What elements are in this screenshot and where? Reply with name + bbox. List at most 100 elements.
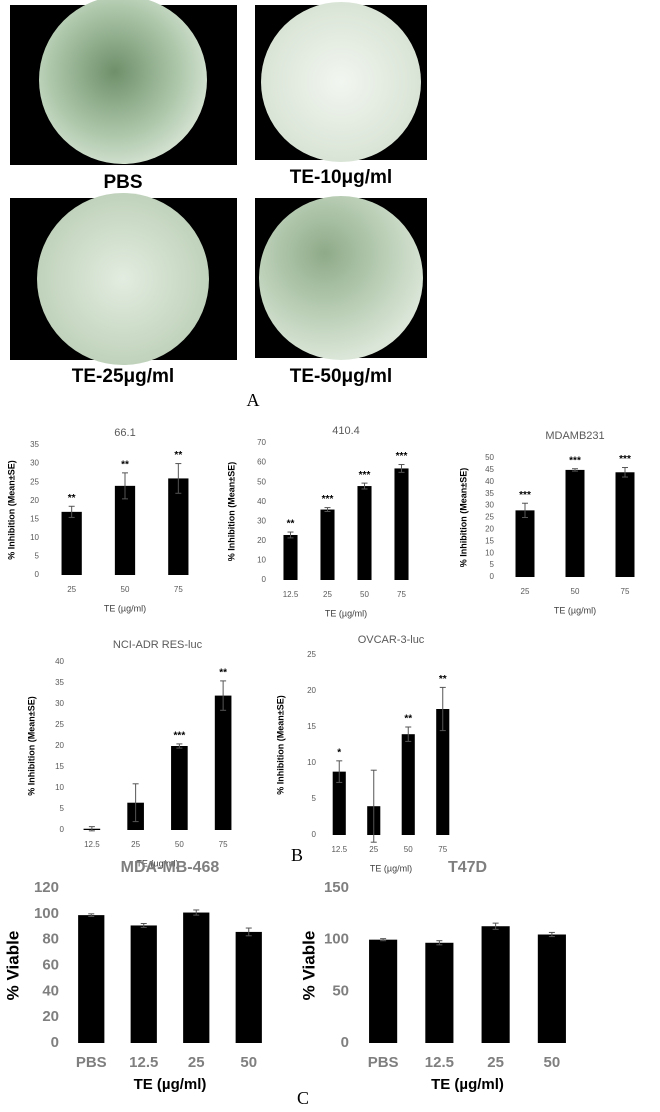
x-tick-label: 75 xyxy=(621,587,630,596)
chart-title: T47D xyxy=(448,859,487,876)
y-axis-label: % Inhibition (Mean±SE) xyxy=(458,468,468,567)
significance-label: *** xyxy=(396,451,408,462)
y-tick-label: 10 xyxy=(307,758,316,767)
x-tick-label: 25 xyxy=(487,1054,504,1071)
significance-label: ** xyxy=(287,519,295,530)
micrograph xyxy=(259,196,423,360)
y-tick-label: 15 xyxy=(307,722,316,731)
bar xyxy=(114,485,136,575)
y-tick-label: 25 xyxy=(30,477,39,486)
bar xyxy=(235,931,262,1043)
error-bar xyxy=(380,938,387,942)
bar xyxy=(183,912,210,1043)
y-tick-label: 20 xyxy=(30,496,39,505)
error-bar xyxy=(572,468,578,472)
error-bar xyxy=(622,467,628,478)
error-bar xyxy=(548,931,555,938)
y-tick-label: 20 xyxy=(257,536,266,545)
y-tick-label: 0 xyxy=(312,830,317,839)
y-tick-label: 5 xyxy=(312,794,317,803)
x-axis-label: TE (µg/ml) xyxy=(370,863,412,873)
significance-label: *** xyxy=(619,454,631,465)
x-tick-label: 50 xyxy=(360,590,369,599)
bar xyxy=(425,942,454,1043)
x-tick-label: 50 xyxy=(175,840,184,849)
x-tick-label: 25 xyxy=(521,587,530,596)
y-tick-label: 50 xyxy=(257,477,266,486)
y-tick-label: 35 xyxy=(30,440,39,449)
significance-label: ** xyxy=(404,714,412,725)
y-tick-label: 5 xyxy=(490,560,495,569)
error-bar xyxy=(336,760,343,783)
y-tick-label: 35 xyxy=(485,489,494,498)
y-tick-label: 5 xyxy=(35,552,40,561)
x-tick-label: 12.5 xyxy=(129,1054,158,1071)
x-tick-label: 25 xyxy=(131,840,140,849)
error-bar xyxy=(522,502,528,518)
x-tick-label: 75 xyxy=(397,590,406,599)
y-tick-label: 20 xyxy=(485,525,494,534)
significance-label: *** xyxy=(519,490,531,501)
bar xyxy=(401,734,415,835)
x-tick-label: 25 xyxy=(369,845,378,854)
panel-label: B xyxy=(291,845,303,865)
bar xyxy=(130,925,157,1043)
significance-label: ** xyxy=(174,450,182,461)
x-tick-label: 75 xyxy=(174,585,183,594)
x-tick-label: PBS xyxy=(368,1054,399,1071)
y-axis-label: % Inhibition (Mean±SE) xyxy=(6,460,16,559)
y-axis-label: % Viable xyxy=(3,931,22,1001)
y-tick-label: 0 xyxy=(35,570,40,579)
chart-title: 66.1 xyxy=(114,427,135,439)
y-tick-label: 0 xyxy=(490,572,495,581)
y-tick-label: 80 xyxy=(42,931,59,948)
significance-label: ** xyxy=(439,674,447,685)
x-axis-label: TE (µg/ml) xyxy=(134,1076,207,1093)
y-tick-label: 40 xyxy=(55,657,64,666)
bar xyxy=(78,915,105,1043)
chart-title: NCI-ADR RES-luc xyxy=(113,639,203,651)
bar xyxy=(481,926,510,1043)
y-tick-label: 30 xyxy=(485,501,494,510)
x-tick-label: 25 xyxy=(67,585,76,594)
image-caption: TE-50μg/ml xyxy=(290,366,392,387)
y-tick-label: 0 xyxy=(262,575,267,584)
error-bar xyxy=(176,743,183,749)
y-tick-label: 50 xyxy=(332,982,349,999)
error-bar xyxy=(68,505,75,518)
y-tick-label: 5 xyxy=(60,804,65,813)
error-bar xyxy=(287,531,294,539)
y-tick-label: 10 xyxy=(30,533,39,542)
micrograph xyxy=(261,2,421,162)
significance-label: ** xyxy=(219,668,227,679)
bar xyxy=(615,472,635,577)
y-tick-label: 100 xyxy=(324,931,349,948)
error-bar xyxy=(245,927,252,937)
image-caption: TE-25μg/ml xyxy=(72,366,174,387)
y-tick-label: 50 xyxy=(485,453,494,462)
error-bar xyxy=(122,472,128,500)
chart-title: OVCAR-3-luc xyxy=(358,634,425,646)
bar xyxy=(171,746,188,830)
x-tick-label: 25 xyxy=(323,590,332,599)
y-tick-label: 35 xyxy=(55,678,64,687)
x-tick-label: 12.5 xyxy=(425,1054,454,1071)
image-caption: PBS xyxy=(103,172,142,193)
x-tick-label: PBS xyxy=(76,1054,107,1071)
y-tick-label: 40 xyxy=(257,497,266,506)
error-bar xyxy=(405,726,412,742)
significance-label: * xyxy=(337,747,341,758)
bar xyxy=(436,709,450,835)
error-bar xyxy=(492,922,499,930)
chart-title: MDA-MB-468 xyxy=(121,859,220,876)
y-tick-label: 45 xyxy=(485,465,494,474)
error-bar xyxy=(88,913,95,917)
y-tick-label: 150 xyxy=(324,879,349,896)
bar xyxy=(515,510,535,577)
y-tick-label: 60 xyxy=(257,458,266,467)
significance-label: *** xyxy=(322,494,334,505)
micrograph xyxy=(39,0,207,164)
x-tick-label: 12.5 xyxy=(331,845,347,854)
x-tick-label: 50 xyxy=(121,585,130,594)
